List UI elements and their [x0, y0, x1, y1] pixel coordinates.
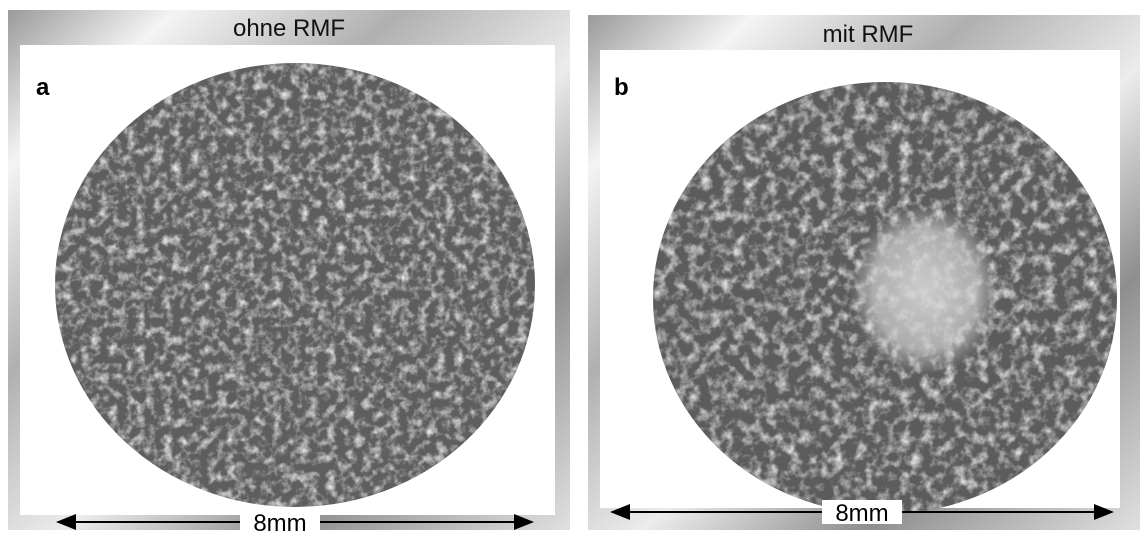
sample-texture — [55, 63, 535, 507]
bright-core — [850, 205, 1000, 375]
panel-a: ohne RMF a 8mm — [8, 10, 570, 533]
panel-label: b — [614, 74, 629, 101]
scale-label: 8mm — [253, 510, 306, 533]
panel-label: a — [36, 74, 50, 101]
scale-label: 8mm — [835, 500, 888, 527]
panel-b: mit RMF b 8mm — [588, 15, 1140, 530]
figure: ohne RMF a 8mm mit RMF b 8mm — [0, 0, 1145, 533]
panel-title: mit RMF — [823, 21, 914, 48]
panel-title: ohne RMF — [233, 15, 345, 42]
